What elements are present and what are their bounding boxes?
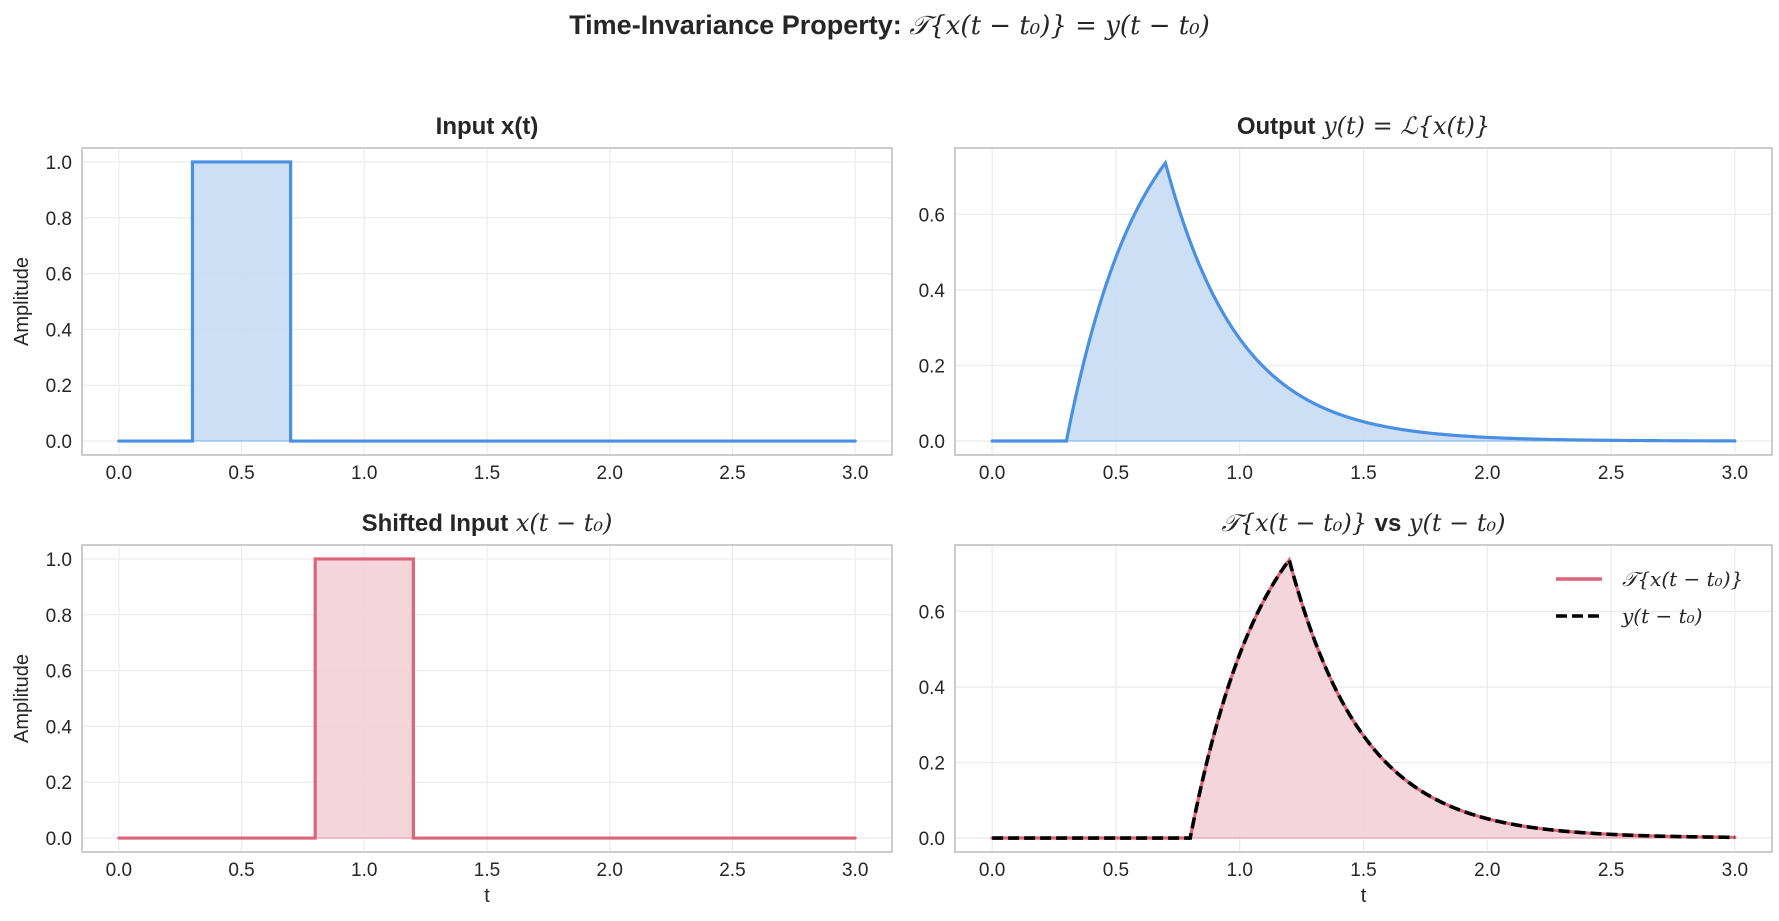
x-tick-label: 3.0	[842, 463, 868, 484]
x-tick-label: 0.0	[979, 860, 1005, 881]
suptitle-math: 𝒯{x(t − t₀)} = y(t − t₀)	[909, 11, 1210, 41]
y-tick-label: 0.6	[919, 602, 945, 623]
y-axis-label: Amplitude	[11, 257, 33, 346]
x-axis-label: t	[1361, 885, 1367, 907]
series-fill	[992, 162, 1735, 442]
x-tick-label: 1.0	[351, 860, 377, 881]
y-tick-label: 0.8	[46, 209, 72, 230]
y-tick-label: 0.4	[919, 678, 946, 699]
y-tick-label: 0.0	[46, 829, 72, 850]
y-tick-label: 0.4	[46, 320, 73, 341]
axes-frame	[954, 147, 1773, 456]
y-axis-label: Amplitude	[11, 654, 33, 743]
panel-tl: 0.0 0.5 1.0 1.5 2.0 2.5 3.0 0.0 0.2 0.4 0.6 0.8 1.0 A…	[11, 113, 893, 484]
panel-br: 0.0 0.5 1.0 1.5 2.0 2.5 3.0 0.0 0.2 0.4 0.6 t 𝒯{x(t …	[919, 509, 1773, 907]
y-tick-label: 0.0	[919, 432, 945, 453]
x-tick-label: 2.0	[597, 860, 623, 881]
series-line	[992, 555, 1735, 840]
x-tick-label: 0.5	[1103, 860, 1129, 881]
y-tick-label: 0.0	[46, 432, 72, 453]
panel-title: Output y(t) = ℒ{x(t)}	[1237, 112, 1490, 140]
x-tick-label: 2.5	[719, 463, 745, 484]
panel-tr: 0.0 0.5 1.0 1.5 2.0 2.5 3.0 0.0 0.2 0.4 0.6 Output …	[919, 112, 1773, 484]
x-tick-label: 0.5	[1103, 463, 1129, 484]
x-tick-label: 1.0	[1227, 463, 1253, 484]
legend-label: y(t − t₀)	[1621, 604, 1702, 628]
series-fill	[992, 559, 1735, 839]
y-tick-label: 0.2	[46, 376, 72, 397]
y-tick-label: 0.4	[919, 281, 946, 302]
y-tick-label: 0.8	[46, 606, 72, 627]
panel-title: Input x(t)	[436, 113, 539, 140]
x-tick-label: 3.0	[842, 860, 868, 881]
y-tick-label: 0.2	[919, 357, 945, 378]
x-tick-label: 2.0	[597, 463, 623, 484]
x-tick-label: 2.0	[1474, 860, 1500, 881]
x-tick-label: 1.0	[351, 463, 377, 484]
y-tick-label: 0.6	[46, 265, 72, 286]
x-tick-label: 2.5	[719, 860, 745, 881]
legend: 𝒯{x(t − t₀)} y(t − t₀)	[1556, 567, 1743, 628]
y-tick-label: 0.2	[919, 754, 945, 775]
suptitle-bold: Time-Invariance Property:	[569, 10, 902, 40]
x-tick-label: 1.5	[474, 860, 500, 881]
series-line	[117, 160, 857, 443]
y-tick-label: 0.0	[919, 829, 945, 850]
axes-frame	[81, 544, 893, 853]
series-line	[990, 159, 1737, 443]
x-tick-label: 0.0	[979, 463, 1005, 484]
panel-title: Shifted Input x(t − t₀)	[362, 509, 613, 537]
x-tick-label: 3.0	[1722, 463, 1748, 484]
x-tick-label: 0.5	[228, 860, 254, 881]
axes-frame	[81, 147, 893, 456]
x-tick-label: 2.5	[1598, 463, 1624, 484]
x-tick-label: 1.5	[1350, 860, 1376, 881]
y-tick-label: 0.4	[46, 717, 73, 738]
x-tick-label: 2.0	[1474, 463, 1500, 484]
panel-title: 𝒯{x(t − t₀)} vs y(t − t₀)	[1222, 509, 1506, 537]
series-line	[117, 557, 857, 840]
y-tick-label: 1.0	[46, 550, 72, 571]
figure-suptitle: Time-Invariance Property: 𝒯{x(t − t₀)} =…	[0, 10, 1779, 42]
axes-frame	[954, 544, 1773, 853]
y-tick-label: 1.0	[46, 153, 72, 174]
grid	[82, 545, 892, 852]
legend-label: 𝒯{x(t − t₀)}	[1622, 567, 1743, 591]
x-tick-label: 1.5	[474, 463, 500, 484]
x-tick-label: 1.0	[1227, 860, 1253, 881]
y-tick-label: 0.6	[46, 662, 72, 683]
x-axis-label: t	[484, 885, 490, 907]
x-tick-label: 3.0	[1722, 860, 1748, 881]
x-tick-label: 0.5	[228, 463, 254, 484]
x-tick-label: 1.5	[1350, 463, 1376, 484]
x-tick-label: 2.5	[1598, 860, 1624, 881]
x-tick-label: 0.0	[106, 463, 132, 484]
y-tick-label: 0.6	[919, 205, 945, 226]
y-tick-label: 0.2	[46, 773, 72, 794]
panel-bl: 0.0 0.5 1.0 1.5 2.0 2.5 3.0 0.0 0.2 0.4 0.6 0.8 1.0 A…	[11, 509, 893, 907]
x-tick-label: 0.0	[106, 860, 132, 881]
